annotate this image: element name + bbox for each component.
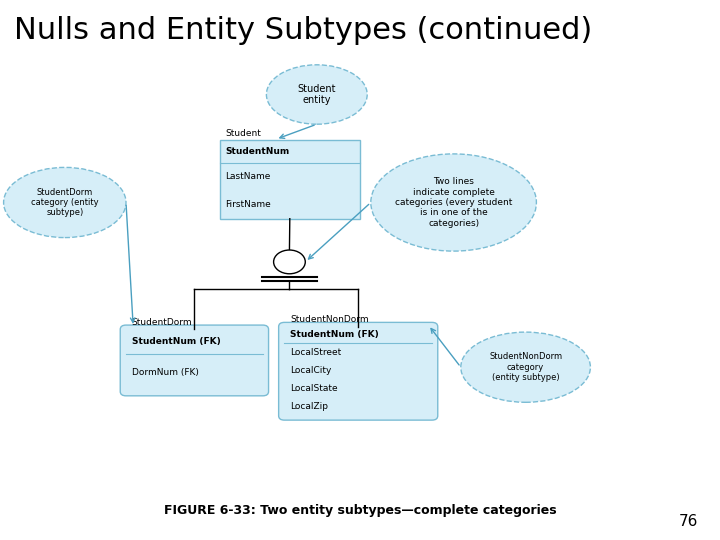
Text: DormNum (FK): DormNum (FK) <box>132 368 199 377</box>
Ellipse shape <box>371 154 536 251</box>
Text: StudentDorm
category (entity
subtype): StudentDorm category (entity subtype) <box>31 187 99 218</box>
Text: StudentNum (FK): StudentNum (FK) <box>290 330 379 339</box>
Text: 76: 76 <box>679 514 698 529</box>
Text: LastName: LastName <box>225 172 271 181</box>
Text: LocalStreet: LocalStreet <box>290 348 341 356</box>
Ellipse shape <box>461 332 590 402</box>
Circle shape <box>274 250 305 274</box>
Text: StudentNum: StudentNum <box>225 147 289 156</box>
Text: StudentNum (FK): StudentNum (FK) <box>132 338 220 346</box>
Text: FIGURE 6-33: Two entity subtypes—complete categories: FIGURE 6-33: Two entity subtypes—complet… <box>163 504 557 517</box>
Ellipse shape <box>4 167 126 238</box>
Text: StudentNonDorm: StudentNonDorm <box>290 315 369 324</box>
FancyBboxPatch shape <box>220 140 360 219</box>
Text: LocalCity: LocalCity <box>290 366 331 375</box>
Text: Student
entity: Student entity <box>297 84 336 105</box>
Text: StudentNonDorm
category
(entity subtype): StudentNonDorm category (entity subtype) <box>489 352 562 382</box>
Text: LocalState: LocalState <box>290 384 338 393</box>
Text: Nulls and Entity Subtypes (continued): Nulls and Entity Subtypes (continued) <box>14 16 593 45</box>
Text: Two lines
indicate complete
categories (every student
is in one of the
categorie: Two lines indicate complete categories (… <box>395 177 513 228</box>
FancyBboxPatch shape <box>279 322 438 420</box>
Text: LocalZip: LocalZip <box>290 402 328 411</box>
Text: Student: Student <box>225 129 261 138</box>
Text: StudentDorm: StudentDorm <box>132 318 192 327</box>
Text: FirstName: FirstName <box>225 200 271 209</box>
Ellipse shape <box>266 65 367 124</box>
FancyBboxPatch shape <box>120 325 269 396</box>
